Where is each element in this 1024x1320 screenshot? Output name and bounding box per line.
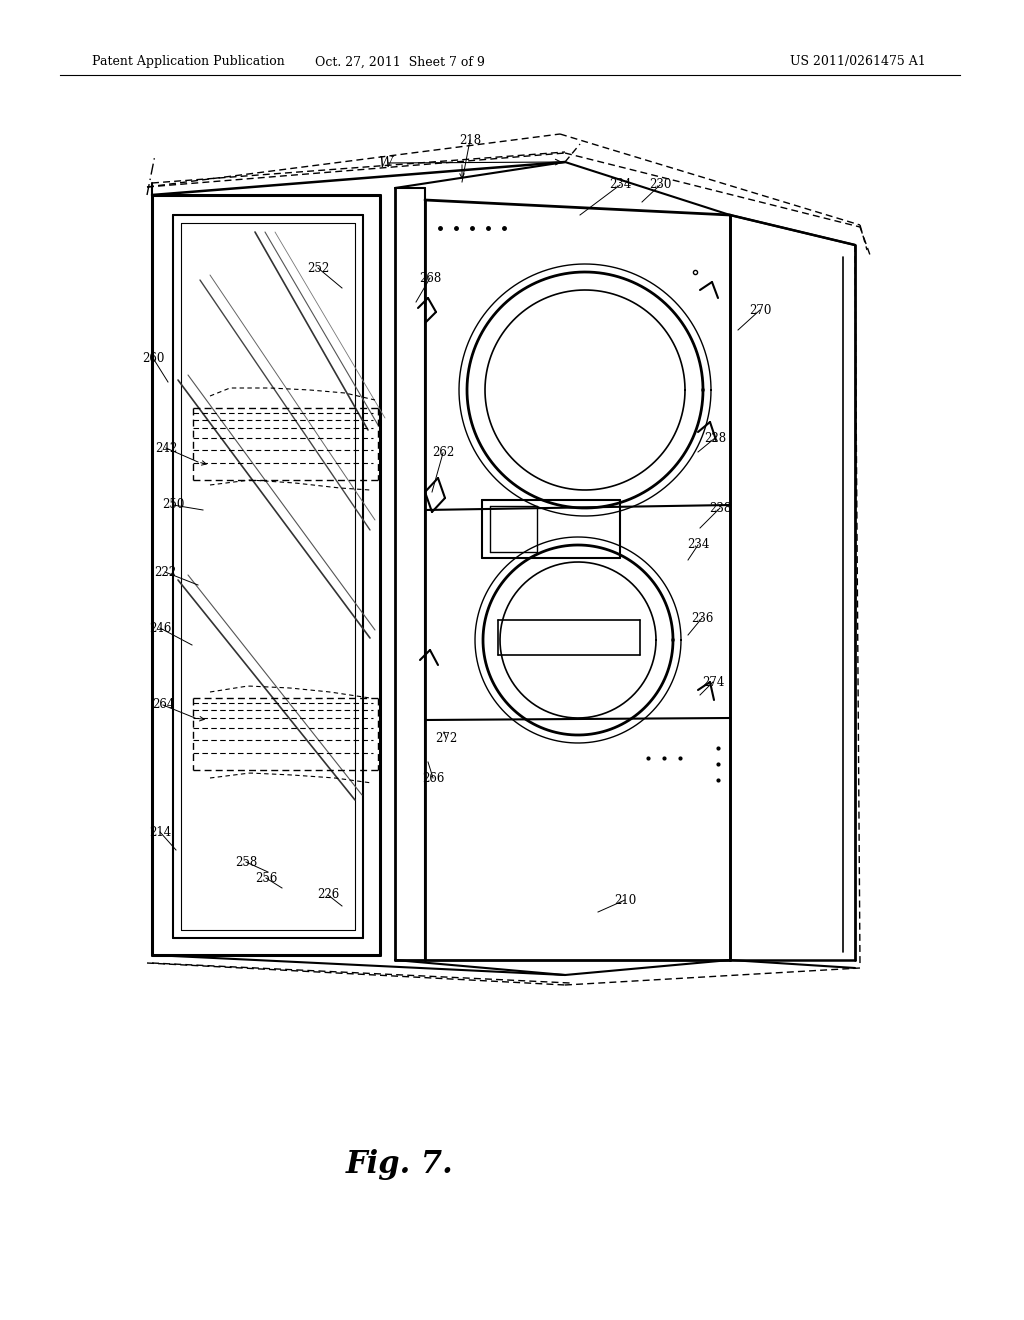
Text: 230: 230 xyxy=(649,178,671,191)
Text: W: W xyxy=(378,156,392,170)
Text: 222: 222 xyxy=(154,565,176,578)
Text: Oct. 27, 2011  Sheet 7 of 9: Oct. 27, 2011 Sheet 7 of 9 xyxy=(315,55,485,69)
Text: 214: 214 xyxy=(148,825,171,838)
Text: US 2011/0261475 A1: US 2011/0261475 A1 xyxy=(790,55,926,69)
Text: 210: 210 xyxy=(613,894,636,907)
Text: 250: 250 xyxy=(162,499,184,511)
Text: 226: 226 xyxy=(316,888,339,902)
Text: 242: 242 xyxy=(155,441,177,454)
Text: 258: 258 xyxy=(234,855,257,869)
Text: Patent Application Publication: Patent Application Publication xyxy=(92,55,285,69)
Text: Fig. 7.: Fig. 7. xyxy=(346,1150,454,1180)
Text: 236: 236 xyxy=(691,611,713,624)
Text: 260: 260 xyxy=(141,351,164,364)
Text: 270: 270 xyxy=(749,304,771,317)
Text: 268: 268 xyxy=(419,272,441,285)
Text: 234: 234 xyxy=(609,178,631,191)
Text: 256: 256 xyxy=(255,871,278,884)
Text: 228: 228 xyxy=(703,432,726,445)
Text: 262: 262 xyxy=(432,446,454,459)
Text: 266: 266 xyxy=(422,771,444,784)
Text: 218: 218 xyxy=(459,133,481,147)
Text: 238: 238 xyxy=(709,502,731,515)
Text: 252: 252 xyxy=(307,261,329,275)
Text: 234: 234 xyxy=(687,539,710,552)
Text: 264: 264 xyxy=(152,698,174,711)
Text: 246: 246 xyxy=(148,622,171,635)
Text: 274: 274 xyxy=(701,676,724,689)
Text: 272: 272 xyxy=(435,731,457,744)
